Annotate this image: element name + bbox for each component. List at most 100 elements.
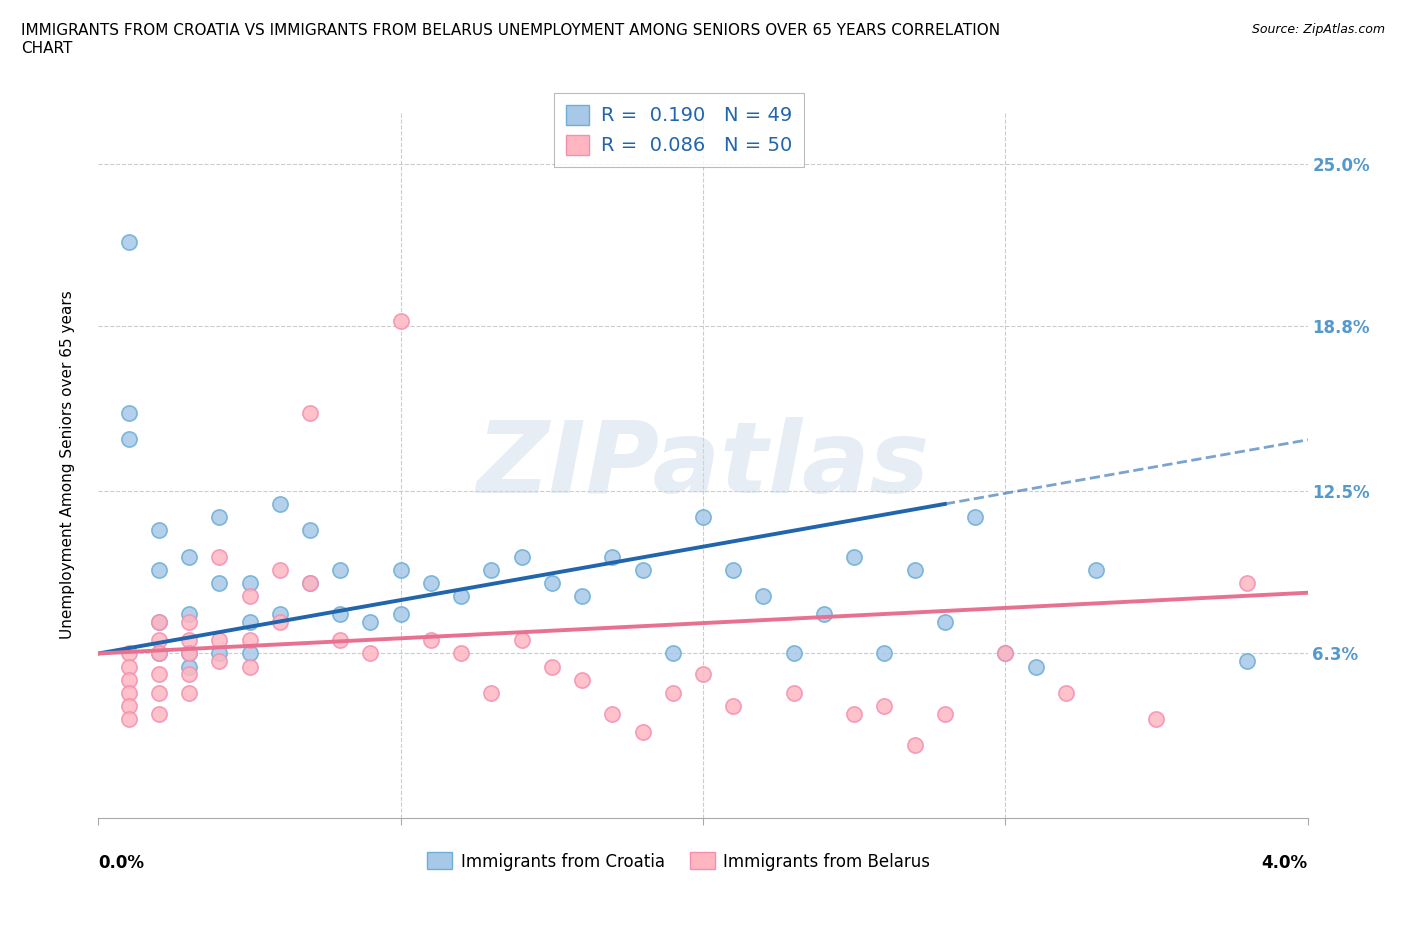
Point: [118, 405, 141, 420]
Point: [239, 576, 262, 591]
Point: [148, 706, 170, 721]
Point: [329, 563, 352, 578]
Point: [873, 646, 896, 661]
Point: [239, 659, 262, 674]
Point: [118, 646, 141, 661]
Point: [148, 633, 170, 648]
Text: Source: ZipAtlas.com: Source: ZipAtlas.com: [1251, 23, 1385, 36]
Point: [844, 706, 866, 721]
Point: [239, 646, 262, 661]
Point: [179, 606, 201, 621]
Point: [148, 563, 170, 578]
Point: [118, 432, 141, 446]
Point: [118, 685, 141, 700]
Point: [208, 576, 231, 591]
Point: [783, 685, 806, 700]
Point: [269, 615, 291, 630]
Point: [118, 698, 141, 713]
Point: [752, 589, 775, 604]
Point: [389, 606, 412, 621]
Point: [360, 646, 382, 661]
Point: [148, 685, 170, 700]
Point: [965, 510, 987, 525]
Point: [1085, 563, 1108, 578]
Point: [179, 633, 201, 648]
Point: [179, 659, 201, 674]
Point: [873, 698, 896, 713]
Point: [299, 523, 322, 538]
Y-axis label: Unemployment Among Seniors over 65 years: Unemployment Among Seniors over 65 years: [60, 291, 75, 640]
Point: [661, 646, 683, 661]
Point: [783, 646, 806, 661]
Point: [179, 646, 201, 661]
Point: [299, 576, 322, 591]
Text: 0.0%: 0.0%: [98, 854, 145, 872]
Point: [1236, 654, 1258, 669]
Point: [329, 606, 352, 621]
Point: [148, 523, 170, 538]
Point: [208, 550, 231, 565]
Point: [179, 667, 201, 682]
Text: IMMIGRANTS FROM CROATIA VS IMMIGRANTS FROM BELARUS UNEMPLOYMENT AMONG SENIORS OV: IMMIGRANTS FROM CROATIA VS IMMIGRANTS FR…: [21, 23, 1000, 56]
Point: [148, 615, 170, 630]
Point: [631, 563, 654, 578]
Point: [510, 633, 533, 648]
Point: [179, 550, 201, 565]
Point: [239, 589, 262, 604]
Point: [904, 737, 927, 752]
Point: [450, 589, 472, 604]
Point: [813, 606, 835, 621]
Text: ZIPatlas: ZIPatlas: [477, 417, 929, 513]
Point: [510, 550, 533, 565]
Point: [1146, 711, 1168, 726]
Point: [540, 576, 562, 591]
Point: [208, 633, 231, 648]
Point: [208, 654, 231, 669]
Point: [420, 633, 443, 648]
Point: [118, 235, 141, 250]
Point: [661, 685, 683, 700]
Point: [602, 550, 624, 565]
Point: [299, 405, 322, 420]
Point: [540, 659, 562, 674]
Point: [571, 672, 593, 687]
Point: [118, 711, 141, 726]
Point: [208, 510, 231, 525]
Text: 4.0%: 4.0%: [1261, 854, 1308, 872]
Point: [450, 646, 472, 661]
Point: [481, 563, 503, 578]
Point: [148, 646, 170, 661]
Point: [179, 615, 201, 630]
Point: [148, 646, 170, 661]
Point: [148, 667, 170, 682]
Point: [389, 313, 412, 328]
Point: [602, 706, 624, 721]
Point: [269, 497, 291, 512]
Point: [844, 550, 866, 565]
Point: [118, 659, 141, 674]
Point: [934, 615, 956, 630]
Point: [269, 563, 291, 578]
Point: [269, 606, 291, 621]
Point: [904, 563, 927, 578]
Point: [389, 563, 412, 578]
Point: [179, 685, 201, 700]
Point: [571, 589, 593, 604]
Point: [692, 667, 714, 682]
Legend: Immigrants from Croatia, Immigrants from Belarus: Immigrants from Croatia, Immigrants from…: [420, 845, 936, 877]
Point: [723, 698, 745, 713]
Point: [208, 646, 231, 661]
Point: [239, 633, 262, 648]
Point: [179, 646, 201, 661]
Point: [420, 576, 443, 591]
Point: [118, 672, 141, 687]
Point: [723, 563, 745, 578]
Point: [329, 633, 352, 648]
Point: [1025, 659, 1047, 674]
Point: [994, 646, 1017, 661]
Point: [1236, 576, 1258, 591]
Point: [994, 646, 1017, 661]
Point: [239, 615, 262, 630]
Point: [934, 706, 956, 721]
Point: [299, 576, 322, 591]
